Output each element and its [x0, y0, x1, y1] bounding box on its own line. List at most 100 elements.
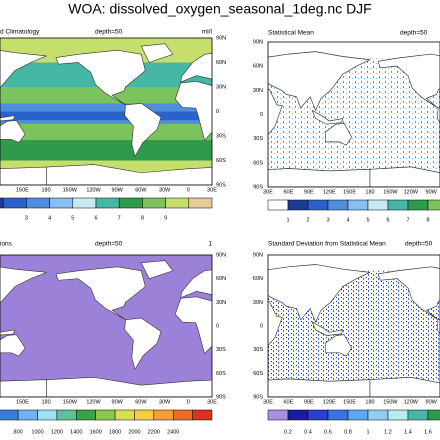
lon-label: 30W — [159, 399, 171, 405]
lat-label: 0 — [216, 323, 219, 329]
colorbar-label: 2000 — [128, 429, 140, 435]
lon-label: 0 — [187, 187, 190, 193]
lat-label: 60S — [216, 158, 226, 164]
colorbar-box — [307, 409, 329, 421]
ocean-band — [0, 123, 212, 141]
colorbar-label: 1200 — [51, 429, 63, 435]
colorbar-box — [26, 197, 50, 209]
colorbar-box — [165, 197, 190, 209]
colorbar-label: 7 — [118, 215, 121, 221]
lon-label: 120E — [323, 189, 336, 195]
lat-label: 30S — [253, 136, 263, 142]
colorbar-label: 5 — [366, 217, 369, 223]
lon-label: 90W — [112, 399, 124, 405]
lon-label: 90E — [304, 189, 314, 195]
panel-units: ml/l — [202, 29, 213, 36]
lon-label: 60W — [135, 187, 147, 193]
lon-label: 90W — [426, 399, 438, 405]
lat-label: 60S — [253, 371, 263, 377]
colorbar-label: 0.4 — [304, 429, 312, 435]
colorbar-box — [153, 409, 174, 421]
map-frame — [267, 254, 440, 398]
lon-label: 120W — [404, 399, 419, 405]
lon-label: 120W — [86, 399, 101, 405]
colorbar-box — [407, 409, 429, 421]
colorbar-label: 9 — [164, 215, 167, 221]
colorbar-label: 0.2 — [284, 429, 292, 435]
colorbar-box — [387, 409, 409, 421]
colorbar-label: 4 — [346, 217, 349, 223]
colorbar-box — [367, 199, 389, 211]
lon-label: 60E — [284, 399, 294, 405]
map — [268, 42, 440, 187]
lon-label: 120W — [404, 189, 419, 195]
lat-label: 30S — [216, 133, 226, 139]
ocean-band — [0, 87, 212, 104]
colorbar-box — [327, 199, 349, 211]
colorbar-box — [37, 409, 58, 421]
colorbar-box — [114, 409, 135, 421]
lat-label: 90N — [253, 252, 263, 258]
lon-label: 150E — [343, 399, 356, 405]
lat-label: 90S — [253, 394, 263, 400]
colorbar-label: 3 — [326, 217, 329, 223]
colorbar-label: 0.8 — [344, 429, 352, 435]
lon-label: 150W — [63, 399, 78, 405]
colorbar-box — [427, 409, 440, 421]
colorbar-box — [172, 409, 193, 421]
lon-label: 150W — [63, 187, 78, 193]
lon-label: 180 — [42, 187, 51, 193]
lat-label: 90S — [216, 394, 226, 400]
colorbar-box — [327, 409, 349, 421]
lat-label: 0 — [260, 323, 263, 329]
lon-label: 180 — [42, 399, 51, 405]
colorbar-box — [307, 199, 329, 211]
panel-depth: depth=50 — [95, 241, 123, 248]
lon-label: 150W — [383, 189, 398, 195]
colorbar-box — [49, 197, 74, 209]
map-frame — [0, 37, 213, 186]
colorbar-box — [367, 409, 389, 421]
colorbar-label: 2400 — [167, 429, 179, 435]
map-frame — [267, 41, 440, 188]
lon-label: 120W — [86, 187, 101, 193]
lon-label: 0 — [187, 399, 190, 405]
panel-title: d Climatology — [0, 29, 40, 36]
colorbar-box — [387, 199, 409, 211]
lat-label: 30N — [253, 300, 263, 306]
colorbar-box — [95, 409, 116, 421]
lon-label: 150E — [16, 187, 29, 193]
colorbar-label: 6 — [94, 215, 97, 221]
colorbar-label: 800 — [14, 429, 23, 435]
map-frame — [0, 254, 213, 398]
panel-title: Statistical Mean — [268, 30, 314, 37]
lat-label: 30N — [216, 300, 226, 306]
colorbar-box — [0, 409, 19, 421]
lat-label: 30S — [216, 347, 226, 353]
map — [0, 38, 212, 185]
colorbar-label: 1600 — [90, 429, 102, 435]
colorbar-box — [267, 199, 289, 211]
colorbar-box — [95, 197, 120, 209]
colorbar-box — [118, 197, 143, 209]
colorbar-label: 3 — [25, 215, 28, 221]
ocean-band — [0, 111, 212, 121]
panel-depth: depth=50 — [95, 29, 123, 36]
colorbar-label: 1800 — [109, 429, 121, 435]
lat-label: 90N — [216, 252, 226, 258]
panel-depth: depth=50 — [400, 30, 428, 37]
lat-label: 60N — [216, 60, 226, 66]
colorbar-box — [347, 199, 369, 211]
colorbar-label: 1.6 — [424, 429, 432, 435]
colorbar-box — [142, 197, 166, 209]
lat-label: 90N — [216, 35, 226, 41]
lon-label: 60E — [284, 189, 294, 195]
colorbar-box — [407, 199, 429, 211]
colorbar-box — [287, 199, 309, 211]
colorbar-label: 8 — [426, 217, 429, 223]
colorbar-box — [427, 199, 440, 211]
colorbar-label: 5 — [71, 215, 74, 221]
lon-label: 150W — [383, 399, 398, 405]
